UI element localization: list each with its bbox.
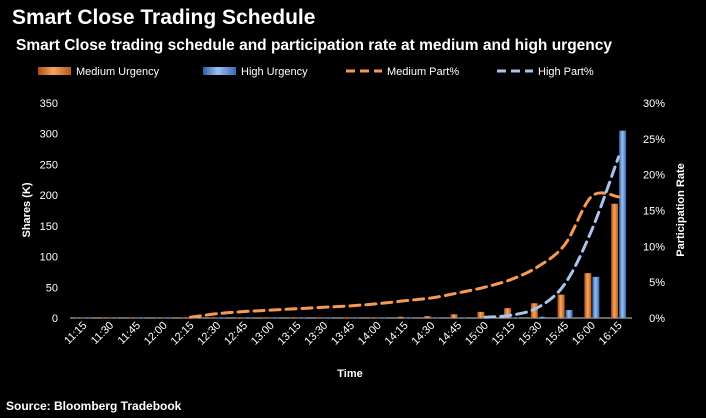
bar-medium-urgency bbox=[557, 294, 565, 318]
bar-medium-urgency bbox=[209, 317, 217, 319]
x-tick-label: 14:30 bbox=[409, 320, 437, 348]
x-tick-label: 15:15 bbox=[490, 320, 518, 348]
y2-axis-label: Participation Rate bbox=[675, 163, 687, 257]
bar-high-urgency bbox=[244, 317, 252, 319]
bar-medium-urgency bbox=[75, 317, 83, 319]
bar-medium-urgency bbox=[182, 317, 190, 319]
x-tick-label: 16:15 bbox=[597, 320, 625, 348]
x-tick-label: 15:30 bbox=[517, 320, 545, 348]
y-tick-label: 150 bbox=[40, 221, 58, 233]
x-axis-label: Time bbox=[337, 368, 362, 380]
bar-high-urgency bbox=[619, 130, 627, 318]
bar-high-urgency bbox=[458, 317, 466, 319]
legend-label-high-part: High Part% bbox=[538, 66, 594, 78]
line-high-part bbox=[483, 155, 621, 319]
y2-tick-label: 5% bbox=[649, 277, 665, 289]
bar-high-urgency bbox=[83, 317, 91, 319]
y-axis-label: Shares (K) bbox=[21, 182, 33, 237]
bar-medium-urgency bbox=[263, 317, 271, 319]
legend-swatch-medium-urgency bbox=[38, 67, 71, 75]
x-tick-label: 11:45 bbox=[116, 320, 143, 347]
x-tick-label: 16:00 bbox=[570, 320, 598, 348]
y-tick-label: 300 bbox=[40, 129, 58, 141]
x-tick-label: 13:00 bbox=[249, 320, 277, 348]
bar-medium-urgency bbox=[611, 203, 619, 318]
x-tick-label: 13:30 bbox=[302, 320, 330, 348]
source-note: Source: Bloomberg Tradebook bbox=[6, 399, 182, 413]
left-axis-ticks: 0 50 100 150 200 250 300 350 bbox=[40, 98, 58, 325]
chart-subtitle: Smart Close trading schedule and partici… bbox=[16, 37, 613, 54]
x-tick-label: 13:15 bbox=[276, 320, 304, 348]
y-tick-label: 200 bbox=[40, 190, 58, 202]
bar-high-urgency bbox=[405, 317, 413, 319]
bar-high-urgency bbox=[137, 317, 145, 319]
x-tick-label: 11:30 bbox=[89, 320, 116, 347]
x-tick-label: 13:45 bbox=[329, 320, 357, 348]
y-tick-label: 100 bbox=[40, 252, 58, 264]
legend-label-medium-part: Medium Part% bbox=[387, 66, 459, 78]
y2-tick-label: 20% bbox=[643, 170, 665, 182]
bar-medium-urgency bbox=[316, 317, 324, 319]
y2-tick-label: 10% bbox=[643, 241, 665, 253]
y2-tick-label: 0% bbox=[649, 313, 665, 325]
participation-lines bbox=[188, 155, 621, 319]
bar-medium-urgency bbox=[236, 317, 244, 319]
bar-medium-urgency bbox=[343, 317, 351, 319]
x-tick-label: 12:30 bbox=[195, 320, 223, 348]
bar-high-urgency bbox=[592, 276, 600, 318]
x-tick-label: 12:45 bbox=[222, 320, 250, 348]
bars bbox=[75, 130, 627, 319]
bar-medium-urgency bbox=[530, 303, 538, 318]
bar-medium-urgency bbox=[370, 317, 378, 319]
bar-high-urgency bbox=[351, 317, 359, 319]
bar-high-urgency bbox=[378, 317, 386, 319]
bar-medium-urgency bbox=[450, 314, 458, 318]
legend-label-high-urgency: High Urgency bbox=[241, 66, 308, 78]
legend-label-medium-urgency: Medium Urgency bbox=[76, 66, 160, 78]
y2-tick-label: 25% bbox=[643, 134, 665, 146]
bar-medium-urgency bbox=[423, 316, 431, 318]
bar-high-urgency bbox=[512, 317, 520, 319]
bar-high-urgency bbox=[324, 317, 332, 319]
bar-high-urgency bbox=[164, 317, 172, 319]
x-tick-label: 11:15 bbox=[62, 320, 89, 347]
bar-high-urgency bbox=[297, 317, 305, 319]
x-tick-label: 14:15 bbox=[383, 320, 411, 348]
bar-high-urgency bbox=[110, 317, 118, 319]
x-tick-label: 12:15 bbox=[169, 320, 197, 348]
right-axis-ticks: 0% 5% 10% 15% 20% 25% 30% bbox=[643, 98, 665, 325]
x-tick-label: 12:00 bbox=[142, 320, 170, 348]
bar-high-urgency bbox=[271, 317, 279, 319]
bar-high-urgency bbox=[565, 310, 573, 318]
legend-swatch-high-urgency bbox=[203, 67, 236, 75]
y2-tick-label: 15% bbox=[643, 206, 665, 218]
bar-medium-urgency bbox=[129, 317, 137, 319]
bar-medium-urgency bbox=[102, 317, 110, 319]
bar-medium-urgency bbox=[397, 316, 405, 318]
line-medium-part bbox=[188, 191, 621, 319]
bar-high-urgency bbox=[217, 317, 225, 319]
legend: Medium Urgency High Urgency Medium Part%… bbox=[38, 66, 594, 78]
y2-tick-label: 30% bbox=[643, 98, 665, 110]
y-tick-label: 250 bbox=[40, 159, 58, 171]
bar-medium-urgency bbox=[289, 317, 297, 319]
x-tick-label: 15:00 bbox=[463, 320, 491, 348]
bar-high-urgency bbox=[538, 316, 546, 318]
bar-medium-urgency bbox=[156, 317, 164, 319]
bar-medium-urgency bbox=[584, 273, 592, 318]
bar-high-urgency bbox=[431, 317, 439, 319]
y-tick-label: 350 bbox=[40, 98, 58, 110]
bar-high-urgency bbox=[485, 317, 493, 319]
y-tick-label: 0 bbox=[52, 313, 58, 325]
chart-title: Smart Close Trading Schedule bbox=[12, 6, 316, 29]
x-tick-label: 15:45 bbox=[543, 320, 571, 348]
y-tick-label: 50 bbox=[46, 282, 58, 294]
x-tick-label: 14:00 bbox=[356, 320, 384, 348]
x-tick-label: 14:45 bbox=[436, 320, 464, 348]
bar-medium-urgency bbox=[477, 311, 485, 318]
bar-high-urgency bbox=[190, 317, 198, 319]
x-axis-ticks: 11:15 11:30 11:4512:0012:1512:3012:4513:00… bbox=[62, 320, 625, 348]
bar-medium-urgency bbox=[504, 308, 512, 318]
